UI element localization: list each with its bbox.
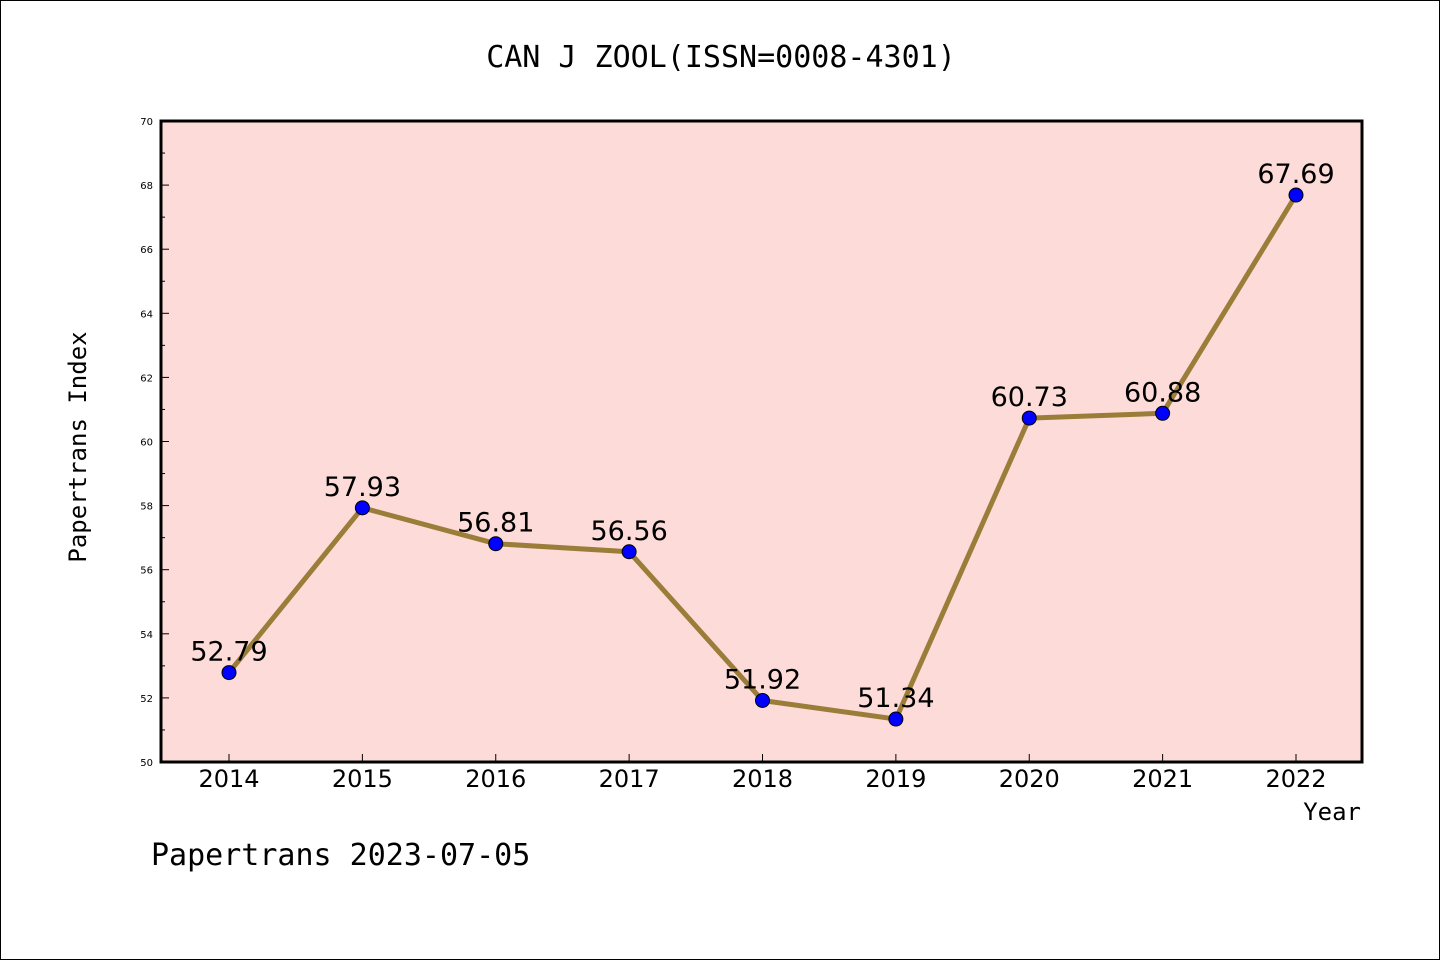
y-tick-label: 54 xyxy=(140,630,153,641)
x-axis-label: Year xyxy=(1303,798,1361,826)
y-tick-label: 70 xyxy=(140,117,153,128)
y-tick-label: 52 xyxy=(140,694,153,705)
data-point xyxy=(221,665,237,681)
y-tick-label: 66 xyxy=(140,245,153,256)
x-tick-label: 2019 xyxy=(865,765,926,793)
x-tick-label: 2022 xyxy=(1265,765,1326,793)
x-tick-label: 2016 xyxy=(465,765,526,793)
y-tick-label: 64 xyxy=(140,309,153,320)
x-tick-label: 2020 xyxy=(999,765,1060,793)
x-tick-label: 2017 xyxy=(599,765,660,793)
x-tick-label: 2018 xyxy=(732,765,793,793)
data-label: 51.92 xyxy=(724,664,801,695)
chart-title: CAN J ZOOL(ISSN=0008-4301) xyxy=(486,40,956,75)
x-tick-label: 2014 xyxy=(198,765,259,793)
y-axis-label: Papertrans Index xyxy=(64,331,92,562)
y-tick-label: 56 xyxy=(140,566,153,577)
data-point xyxy=(1288,187,1304,203)
axis-ticks: 50 52 54 56 58 60 62 64 66 68 70 2014 2015 2016 2017 20… xyxy=(140,117,1326,793)
data-label: 60.88 xyxy=(1124,377,1201,408)
data-label: 51.34 xyxy=(857,683,934,714)
x-tick-label: 2021 xyxy=(1132,765,1193,793)
data-point xyxy=(621,544,637,560)
data-label: 67.69 xyxy=(1257,159,1334,190)
data-label: 57.93 xyxy=(324,472,401,503)
data-label: 60.73 xyxy=(991,382,1068,413)
series-markers xyxy=(221,187,1304,727)
y-tick-label: 58 xyxy=(140,502,153,513)
y-tick-label: 60 xyxy=(140,438,153,449)
data-point xyxy=(1021,410,1037,426)
data-labels: 52.79 57.93 56.81 56.56 51.92 51.34 60.73 60.88… xyxy=(190,159,1334,714)
x-tick-label: 2015 xyxy=(332,765,393,793)
footer-text: Papertrans 2023-07-05 xyxy=(151,838,530,873)
data-point xyxy=(755,692,770,708)
data-label: 52.79 xyxy=(190,637,267,668)
y-tick-label: 50 xyxy=(140,758,153,769)
y-tick-label: 62 xyxy=(140,373,153,384)
data-point xyxy=(888,711,904,727)
data-point xyxy=(354,500,370,516)
y-tick-label: 68 xyxy=(140,181,153,192)
data-label: 56.56 xyxy=(590,516,667,547)
data-point xyxy=(1155,405,1171,421)
data-label: 56.81 xyxy=(457,508,534,539)
data-point xyxy=(488,536,504,552)
plot-area xyxy=(159,119,1364,764)
